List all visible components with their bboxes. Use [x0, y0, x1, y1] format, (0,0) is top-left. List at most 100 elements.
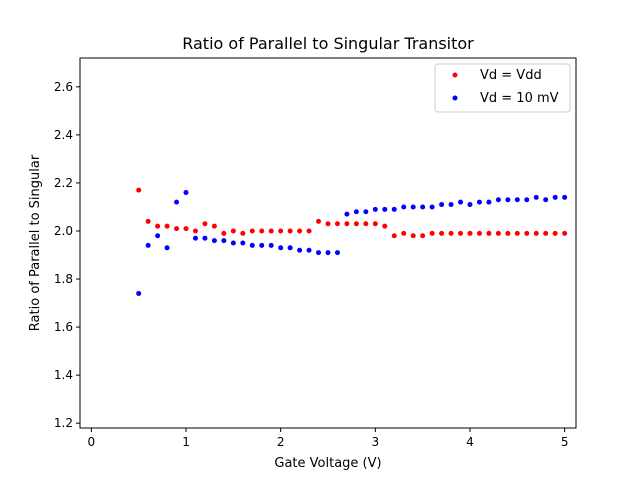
data-point-vd-vdd: [145, 218, 151, 224]
data-point-vd-vdd: [183, 226, 189, 232]
data-point-vd-vdd: [164, 223, 170, 229]
data-point-vd-vdd: [372, 221, 378, 227]
x-axis-label: Gate Voltage (V): [274, 456, 381, 471]
data-point-vd-vdd: [505, 230, 511, 236]
data-point-vd-10mv: [183, 190, 189, 196]
data-point-vd-vdd: [467, 230, 473, 236]
data-point-vd-vdd: [363, 221, 369, 227]
data-point-vd-vdd: [325, 221, 331, 227]
data-point-vd-10mv: [268, 242, 274, 248]
data-point-vd-10mv: [391, 206, 397, 212]
data-point-vd-vdd: [278, 228, 284, 234]
data-point-vd-10mv: [249, 242, 255, 248]
data-point-vd-10mv: [514, 197, 520, 203]
data-point-vd-10mv: [221, 238, 227, 244]
data-point-vd-10mv: [306, 247, 312, 253]
y-tick-label: 1.6: [54, 320, 73, 334]
data-point-vd-10mv: [448, 202, 454, 208]
data-point-vd-vdd: [306, 228, 312, 234]
y-tick-label: 2.6: [54, 80, 73, 94]
data-point-vd-10mv: [467, 202, 473, 208]
data-point-vd-vdd: [136, 187, 142, 193]
data-point-vd-10mv: [486, 199, 492, 205]
y-tick-label: 1.2: [54, 416, 73, 430]
data-point-vd-vdd: [533, 230, 539, 236]
data-point-vd-10mv: [211, 238, 217, 244]
data-point-vd-vdd: [458, 230, 464, 236]
data-point-vd-10mv: [533, 194, 539, 200]
data-point-vd-vdd: [230, 228, 236, 234]
data-point-vd-10mv: [420, 204, 426, 210]
data-point-vd-10mv: [202, 235, 208, 241]
data-point-vd-vdd: [353, 221, 359, 227]
data-point-vd-vdd: [221, 230, 227, 236]
y-tick-label: 2.4: [54, 128, 73, 142]
data-point-vd-10mv: [505, 197, 511, 203]
data-point-vd-10mv: [562, 194, 568, 200]
data-point-vd-vdd: [240, 230, 246, 236]
data-point-vd-vdd: [552, 230, 558, 236]
data-point-vd-vdd: [524, 230, 530, 236]
data-point-vd-10mv: [174, 199, 180, 205]
legend-label-vd-10mv: Vd = 10 mV: [480, 91, 559, 106]
data-point-vd-10mv: [543, 197, 549, 203]
data-point-vd-10mv: [429, 204, 435, 210]
data-point-vd-10mv: [164, 245, 170, 251]
data-point-vd-vdd: [155, 223, 161, 229]
data-point-vd-10mv: [297, 247, 303, 253]
y-tick-label: 2.0: [54, 224, 73, 238]
data-point-vd-vdd: [202, 221, 208, 227]
x-tick-label: 4: [466, 435, 474, 449]
data-layer: [136, 187, 568, 296]
data-point-vd-vdd: [495, 230, 501, 236]
data-point-vd-vdd: [174, 226, 180, 232]
data-point-vd-10mv: [439, 202, 445, 208]
data-point-vd-10mv: [316, 250, 322, 256]
data-point-vd-10mv: [524, 197, 530, 203]
legend-marker-vd-vdd: [452, 72, 458, 78]
x-tick-label: 0: [88, 435, 96, 449]
data-point-vd-10mv: [230, 240, 236, 246]
data-point-vd-10mv: [287, 245, 293, 251]
data-point-vd-vdd: [448, 230, 454, 236]
data-point-vd-vdd: [297, 228, 303, 234]
data-point-vd-vdd: [420, 233, 426, 239]
data-point-vd-vdd: [476, 230, 482, 236]
axis-ticks: 0 1 2 3 4 5 1.2 1.4 1.6 1.8 2.0 2.2 2.4 2.6: [54, 80, 569, 449]
data-point-vd-10mv: [495, 197, 501, 203]
data-point-vd-10mv: [458, 199, 464, 205]
data-point-vd-vdd: [382, 223, 388, 229]
y-tick-label: 2.2: [54, 176, 73, 190]
data-point-vd-10mv: [410, 204, 416, 210]
legend-marker-vd-10mv: [452, 95, 458, 101]
data-point-vd-vdd: [259, 228, 265, 234]
data-point-vd-vdd: [401, 230, 407, 236]
data-point-vd-10mv: [278, 245, 284, 251]
data-point-vd-10mv: [240, 240, 246, 246]
data-point-vd-vdd: [543, 230, 549, 236]
data-point-vd-vdd: [344, 221, 350, 227]
data-point-vd-10mv: [372, 206, 378, 212]
x-tick-label: 3: [372, 435, 380, 449]
x-tick-label: 2: [277, 435, 285, 449]
data-point-vd-10mv: [382, 206, 388, 212]
plot-area-frame: [79, 57, 577, 429]
data-point-vd-vdd: [334, 221, 340, 227]
legend-label-vd-vdd: Vd = Vdd: [480, 68, 542, 83]
y-tick-label: 1.4: [54, 368, 73, 382]
legend-box: [434, 63, 571, 113]
data-point-vd-10mv: [476, 199, 482, 205]
legend: Vd = Vdd Vd = 10 mV: [434, 63, 571, 113]
y-tick-label: 1.8: [54, 272, 73, 286]
data-point-vd-vdd: [249, 228, 255, 234]
x-tick-label: 5: [561, 435, 569, 449]
data-point-vd-10mv: [192, 235, 198, 241]
data-point-vd-vdd: [391, 233, 397, 239]
data-point-vd-vdd: [192, 228, 198, 234]
data-point-vd-10mv: [552, 194, 558, 200]
data-point-vd-10mv: [136, 290, 142, 296]
y-axis-label: Ratio of Parallel to Singular: [28, 154, 43, 331]
data-point-vd-10mv: [401, 204, 407, 210]
data-point-vd-vdd: [287, 228, 293, 234]
data-point-vd-10mv: [363, 209, 369, 215]
